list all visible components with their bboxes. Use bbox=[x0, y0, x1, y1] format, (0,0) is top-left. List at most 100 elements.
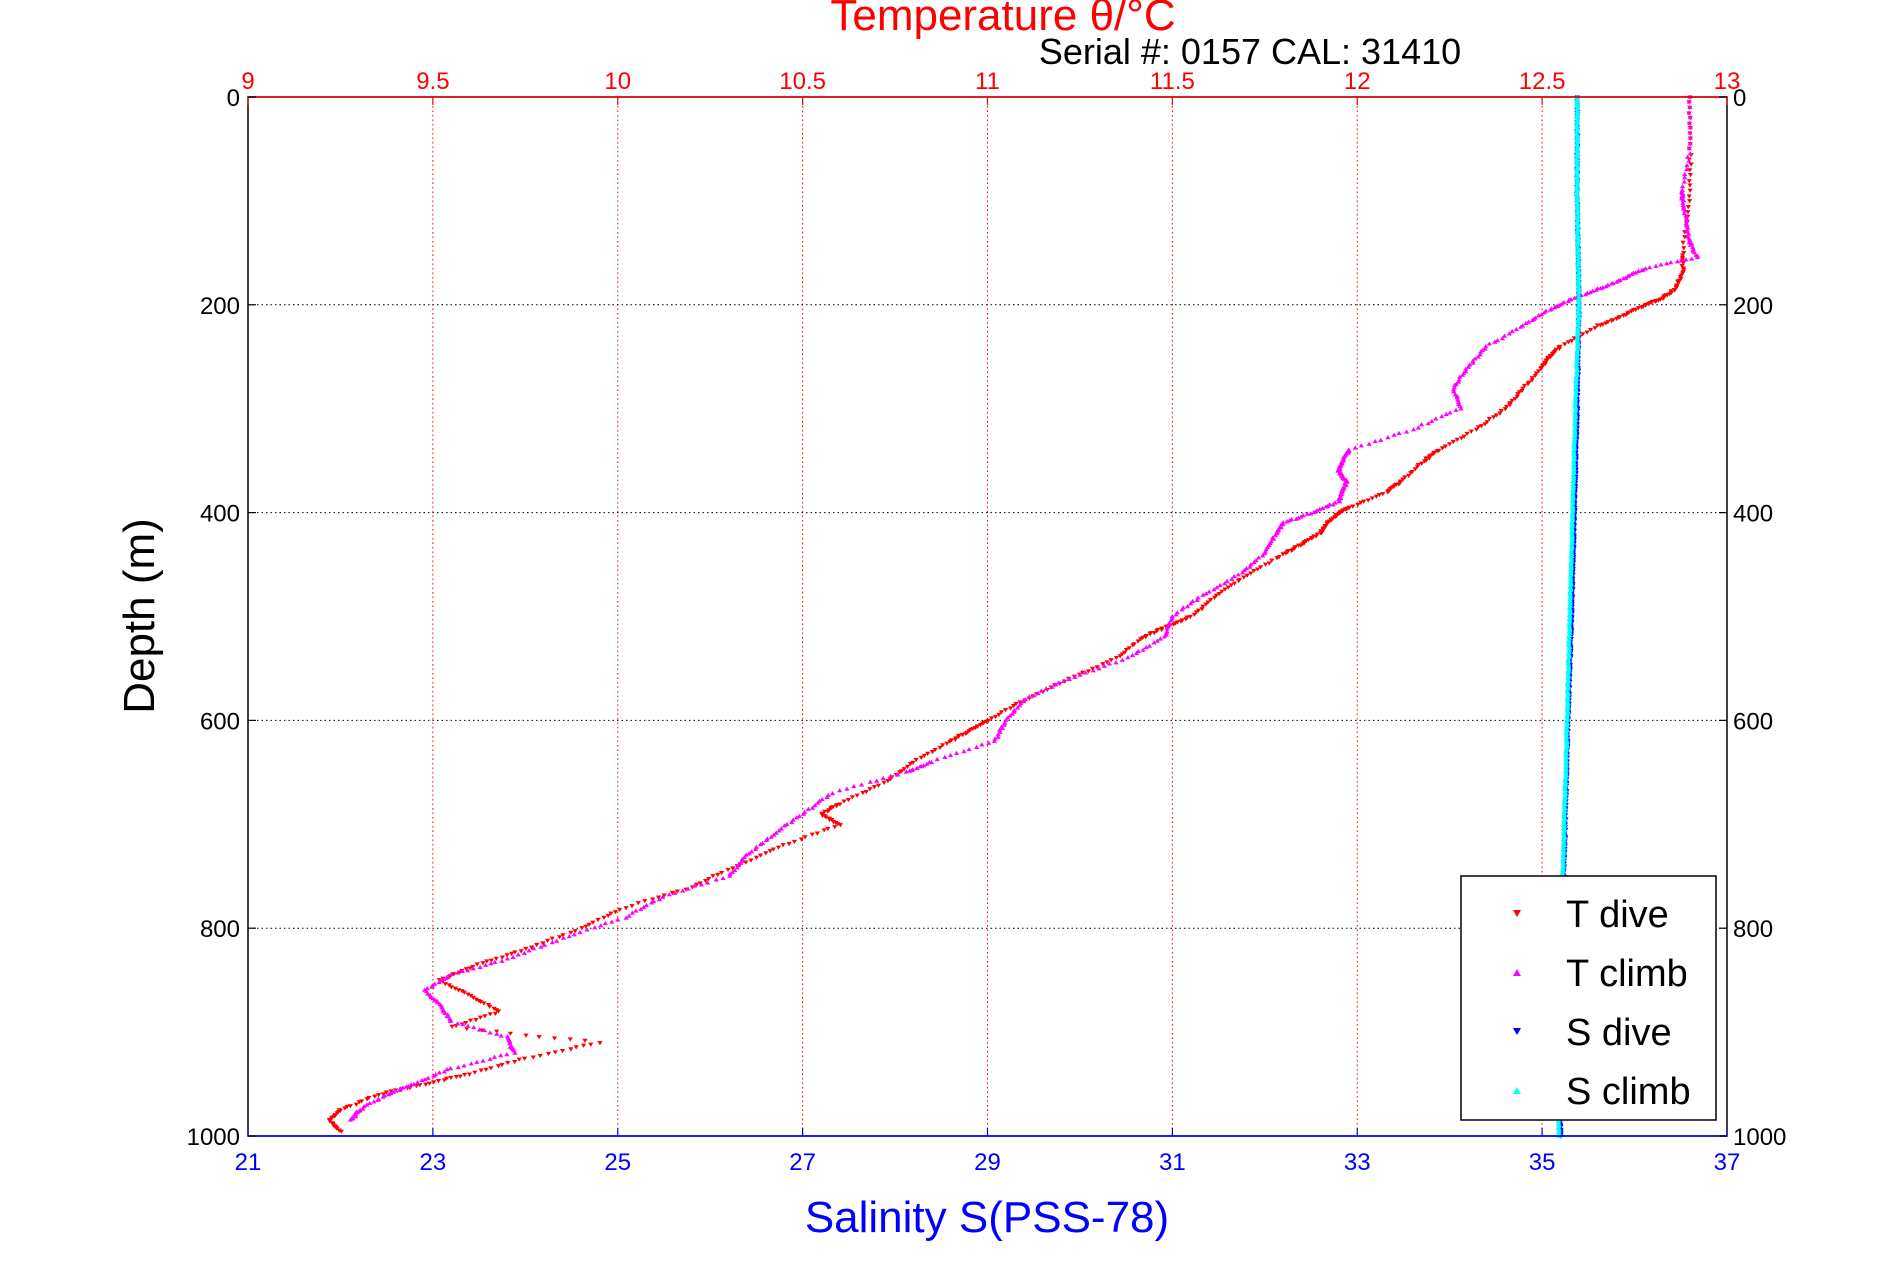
data-point-s-climb bbox=[1575, 282, 1581, 287]
salinity-tick-label: 37 bbox=[1714, 1149, 1741, 1176]
data-point-t-climb bbox=[1603, 283, 1609, 289]
data-point-t-climb bbox=[1188, 601, 1194, 606]
data-point-t-dive bbox=[453, 1075, 459, 1080]
data-point-t-climb bbox=[390, 1089, 396, 1094]
data-point-t-climb bbox=[1608, 281, 1615, 286]
data-point-t-climb bbox=[1529, 317, 1535, 323]
data-point-t-climb bbox=[1689, 256, 1695, 261]
data-point-t-dive bbox=[1147, 632, 1153, 637]
data-point-t-climb bbox=[1169, 615, 1175, 620]
data-point-t-dive bbox=[1108, 658, 1114, 663]
data-point-t-dive bbox=[910, 760, 916, 766]
data-point-t-dive bbox=[849, 795, 855, 800]
data-point-t-dive bbox=[952, 737, 958, 743]
data-point-t-dive bbox=[989, 716, 995, 721]
data-point-t-climb bbox=[1486, 341, 1492, 346]
data-point-t-dive bbox=[1450, 439, 1456, 445]
data-point-t-climb bbox=[1565, 299, 1571, 304]
data-point-t-climb bbox=[1458, 406, 1464, 411]
data-point-t-climb bbox=[824, 794, 830, 800]
data-point-t-climb bbox=[713, 877, 719, 882]
data-point-t-climb bbox=[584, 927, 590, 932]
data-point-t-dive bbox=[383, 1090, 389, 1095]
data-point-t-climb bbox=[996, 727, 1003, 732]
data-point-t-dive bbox=[356, 1100, 362, 1105]
data-point-t-climb bbox=[1317, 506, 1323, 512]
data-point-t-dive bbox=[1213, 593, 1219, 598]
data-point-t-dive bbox=[871, 785, 878, 790]
data-point-t-dive bbox=[1507, 403, 1513, 408]
data-point-t-dive bbox=[1228, 583, 1234, 588]
data-point-t-climb bbox=[1684, 166, 1690, 172]
data-point-t-dive bbox=[1350, 504, 1356, 509]
data-point-t-dive bbox=[822, 809, 828, 814]
data-point-t-dive bbox=[1007, 706, 1014, 711]
temperature-tick-label: 11.5 bbox=[1150, 68, 1195, 95]
data-point-t-dive bbox=[1569, 339, 1575, 344]
data-point-t-dive bbox=[493, 1008, 500, 1013]
data-point-t-dive bbox=[913, 757, 919, 763]
data-point-t-climb bbox=[1090, 668, 1096, 673]
data-point-t-climb bbox=[895, 772, 901, 777]
data-point-t-dive bbox=[1332, 515, 1338, 520]
data-point-t-dive bbox=[1687, 199, 1693, 204]
data-point-t-dive bbox=[885, 778, 891, 784]
series-t-dive bbox=[326, 95, 1694, 1134]
data-point-t-dive bbox=[1193, 610, 1199, 615]
data-point-t-dive bbox=[1085, 669, 1092, 674]
data-point-t-dive bbox=[1135, 639, 1141, 644]
salinity-tick-label: 25 bbox=[604, 1149, 631, 1176]
data-point-t-climb bbox=[1179, 607, 1185, 612]
data-point-t-climb bbox=[727, 873, 733, 878]
data-point-t-climb bbox=[626, 913, 632, 918]
data-point-t-dive bbox=[1490, 415, 1497, 420]
data-point-t-climb bbox=[1241, 567, 1248, 572]
data-point-s-climb bbox=[1570, 500, 1576, 505]
data-point-t-climb bbox=[880, 775, 886, 780]
data-point-t-dive bbox=[1406, 473, 1412, 479]
data-point-t-climb bbox=[1007, 713, 1013, 718]
data-point-t-climb bbox=[487, 1056, 493, 1061]
data-point-t-climb bbox=[1293, 516, 1299, 521]
data-point-t-climb bbox=[781, 823, 788, 828]
data-point-t-climb bbox=[1687, 135, 1694, 140]
data-point-t-dive bbox=[1318, 531, 1324, 536]
data-point-t-dive bbox=[1159, 627, 1165, 633]
data-point-t-climb bbox=[1642, 266, 1649, 271]
data-point-t-climb bbox=[1002, 720, 1008, 725]
data-point-t-climb bbox=[1235, 572, 1241, 577]
data-point-t-climb bbox=[1101, 663, 1107, 668]
data-point-t-dive bbox=[1422, 459, 1428, 464]
data-point-t-climb bbox=[851, 783, 857, 789]
depth-tick-label-left: 0 bbox=[227, 85, 240, 112]
data-point-t-dive bbox=[1514, 394, 1520, 399]
data-point-s-climb bbox=[1567, 611, 1573, 616]
depth-tick-label-left: 600 bbox=[200, 708, 240, 735]
depth-tick-label-right: 400 bbox=[1733, 501, 1773, 528]
data-point-t-climb bbox=[666, 892, 672, 897]
data-point-t-dive bbox=[1442, 444, 1448, 449]
data-point-t-dive bbox=[1222, 587, 1228, 592]
legend-entry-s-climb: S climb bbox=[1513, 1071, 1691, 1113]
data-point-t-climb bbox=[1523, 320, 1529, 326]
data-point-t-dive bbox=[507, 1031, 514, 1036]
data-point-t-climb bbox=[1167, 621, 1173, 626]
data-point-t-dive bbox=[484, 959, 490, 964]
data-point-t-climb bbox=[1680, 200, 1686, 205]
data-point-t-dive bbox=[327, 1119, 333, 1124]
data-point-t-climb bbox=[1685, 154, 1691, 159]
data-point-t-climb bbox=[1425, 421, 1431, 426]
data-point-t-climb bbox=[1470, 360, 1476, 365]
salinity-tick-label: 27 bbox=[789, 1149, 816, 1176]
data-point-t-climb bbox=[1203, 591, 1209, 596]
data-point-t-dive bbox=[568, 930, 574, 935]
data-point-t-climb bbox=[1658, 262, 1664, 267]
data-point-t-dive bbox=[770, 847, 776, 852]
data-point-t-dive bbox=[655, 895, 662, 900]
data-point-t-climb bbox=[1113, 660, 1119, 665]
data-point-t-climb bbox=[444, 1014, 450, 1019]
data-point-t-climb bbox=[1686, 120, 1693, 125]
data-point-t-climb bbox=[1687, 237, 1693, 242]
data-point-t-dive bbox=[452, 986, 458, 991]
data-point-t-climb bbox=[441, 1069, 448, 1074]
